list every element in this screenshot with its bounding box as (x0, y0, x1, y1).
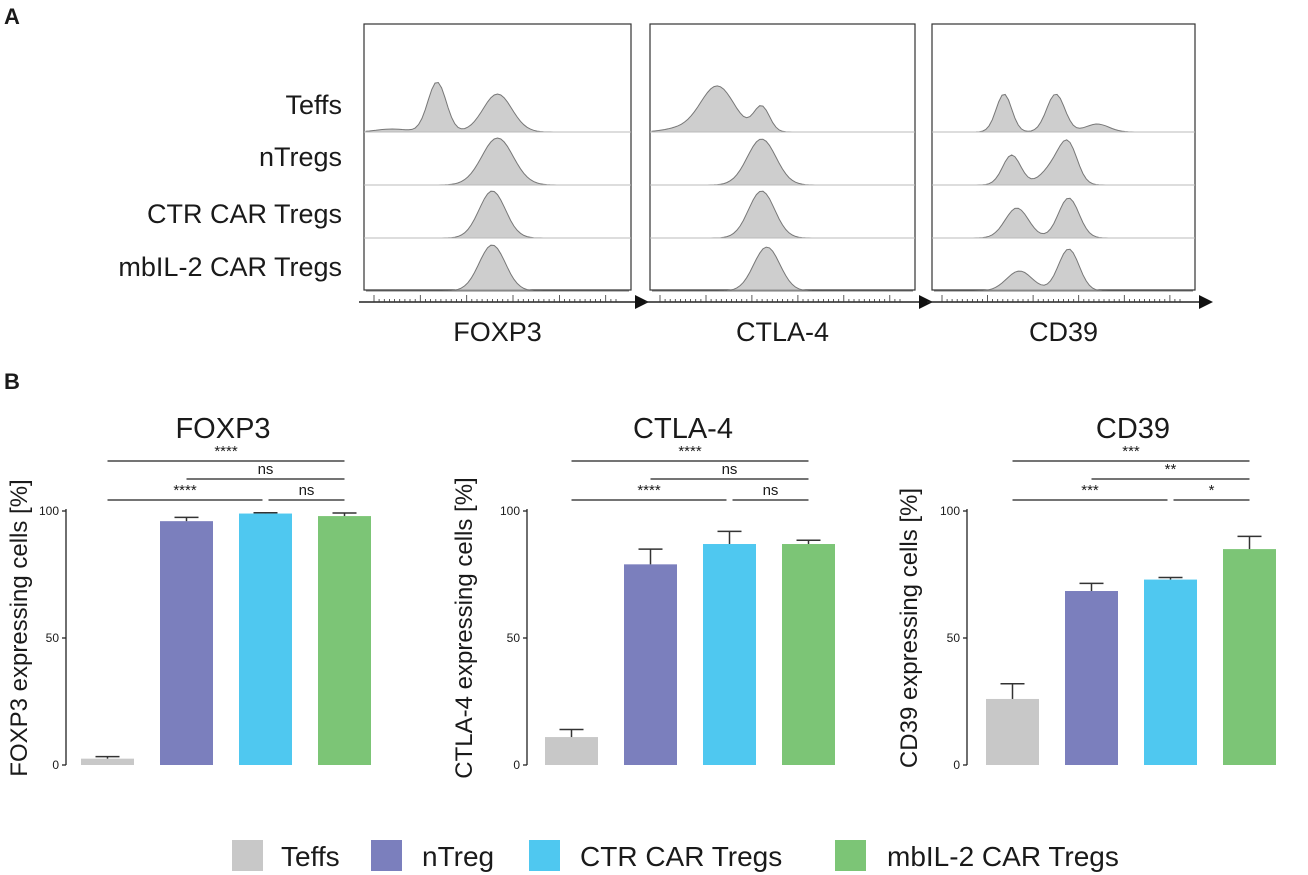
significance-label: **** (637, 482, 661, 499)
legend-label-ntreg: nTreg (422, 841, 494, 872)
row-label-ctr-car-tregs: CTR CAR Tregs (147, 199, 342, 229)
bar-mbil-2-car-tregs (1223, 549, 1276, 765)
histogram-axis-arrow (635, 295, 649, 309)
bar-mbil-2-car-tregs (318, 516, 371, 765)
y-axis-label: FOXP3 expressing cells [%] (6, 479, 33, 776)
y-tick-label: 0 (52, 758, 59, 772)
y-tick-label: 100 (940, 504, 960, 518)
histogram-panel: CTLA-4 (645, 23, 933, 347)
bar-ntreg (160, 521, 213, 765)
histogram-axis-ticks (659, 295, 901, 302)
panel-b-letter: B (4, 369, 20, 394)
bar-mbil-2-car-tregs (782, 544, 835, 765)
histogram-axis-ticks (373, 295, 617, 302)
histogram-curve (365, 81, 629, 133)
histogram-marker-label: CD39 (1029, 317, 1098, 347)
row-label-mbil2-car-tregs: mbIL-2 CAR Tregs (118, 252, 342, 282)
legend-swatch-ntreg (371, 840, 402, 871)
histogram-curve (652, 138, 913, 186)
histogram-marker-label: CTLA-4 (736, 317, 829, 347)
legend-swatch-mbil2-car-tregs (835, 840, 866, 871)
chart-title: CD39 (1096, 413, 1170, 445)
histogram-axis-ticks (941, 295, 1181, 302)
row-label-teffs: Teffs (285, 90, 342, 120)
bar-ctr-car-tregs (703, 544, 756, 765)
significance-label: ns (763, 482, 779, 499)
row-label-ntregs: nTregs (259, 142, 342, 172)
significance-label: **** (678, 443, 702, 460)
histogram-curve (652, 190, 913, 239)
y-tick-label: 100 (500, 504, 520, 518)
bar-ntreg (1065, 591, 1118, 765)
bar-ctr-car-tregs (239, 513, 292, 765)
histogram-curve (366, 244, 629, 292)
significance-label: *** (1122, 443, 1140, 460)
bar-teffs (81, 758, 134, 765)
significance-label: ns (258, 461, 274, 478)
histogram-curve (652, 246, 913, 292)
y-tick-label: 50 (46, 631, 60, 645)
significance-label: ** (1165, 461, 1177, 478)
histogram-curve (366, 190, 629, 239)
chart-title: FOXP3 (175, 413, 270, 445)
significance-label: **** (173, 482, 197, 499)
histogram-axis-arrow (1199, 295, 1213, 309)
significance-label: **** (214, 443, 238, 460)
legend-label-teffs: Teffs (281, 841, 340, 872)
legend: Teffs nTreg CTR CAR Tregs mbIL-2 CAR Tre… (232, 840, 1119, 872)
y-tick-label: 50 (507, 631, 521, 645)
bar-teffs (986, 698, 1039, 765)
bar-chart-ctla4: CTLA-4 CTLA-4 expressing cells [%] 0 50 100 *… (451, 413, 835, 779)
histogram-curve (366, 137, 629, 186)
y-tick-label: 0 (513, 758, 520, 772)
legend-label-ctr-car-tregs: CTR CAR Tregs (580, 841, 782, 872)
bar-teffs (545, 737, 598, 765)
significance-label: * (1209, 482, 1215, 499)
histogram-panel: FOXP3 (359, 23, 649, 347)
histogram-panel: CD39 (927, 23, 1213, 347)
bar-ntreg (624, 564, 677, 765)
histogram-axis-arrow (919, 295, 933, 309)
legend-label-mbil2-car-tregs: mbIL-2 CAR Tregs (887, 841, 1119, 872)
significance-label: ns (722, 461, 738, 478)
y-tick-label: 100 (39, 504, 59, 518)
histogram-curve (934, 248, 1193, 292)
chart-title: CTLA-4 (633, 413, 733, 445)
bar-ctr-car-tregs (1144, 579, 1197, 765)
histogram-curve (934, 197, 1193, 239)
histogram-curve (651, 85, 913, 133)
panel-a-letter: A (4, 4, 20, 29)
histogram-curve (934, 139, 1193, 186)
panel-a-histograms: Teffs nTregs CTR CAR Tregs mbIL-2 CAR Tr… (118, 23, 1213, 347)
histogram-curve (934, 93, 1193, 133)
y-tick-label: 50 (947, 631, 961, 645)
y-tick-label: 0 (953, 758, 960, 772)
histogram-frame (649, 23, 916, 291)
significance-label: *** (1081, 482, 1099, 499)
legend-swatch-ctr-car-tregs (529, 840, 560, 871)
legend-swatch-teffs (232, 840, 263, 871)
bar-chart-foxp3: FOXP3 FOXP3 expressing cells [%] 0 50 100 ***… (6, 413, 371, 777)
histogram-marker-label: FOXP3 (453, 317, 542, 347)
y-axis-label: CD39 expressing cells [%] (896, 488, 923, 768)
y-axis-label: CTLA-4 expressing cells [%] (451, 477, 478, 778)
significance-label: ns (299, 482, 315, 499)
